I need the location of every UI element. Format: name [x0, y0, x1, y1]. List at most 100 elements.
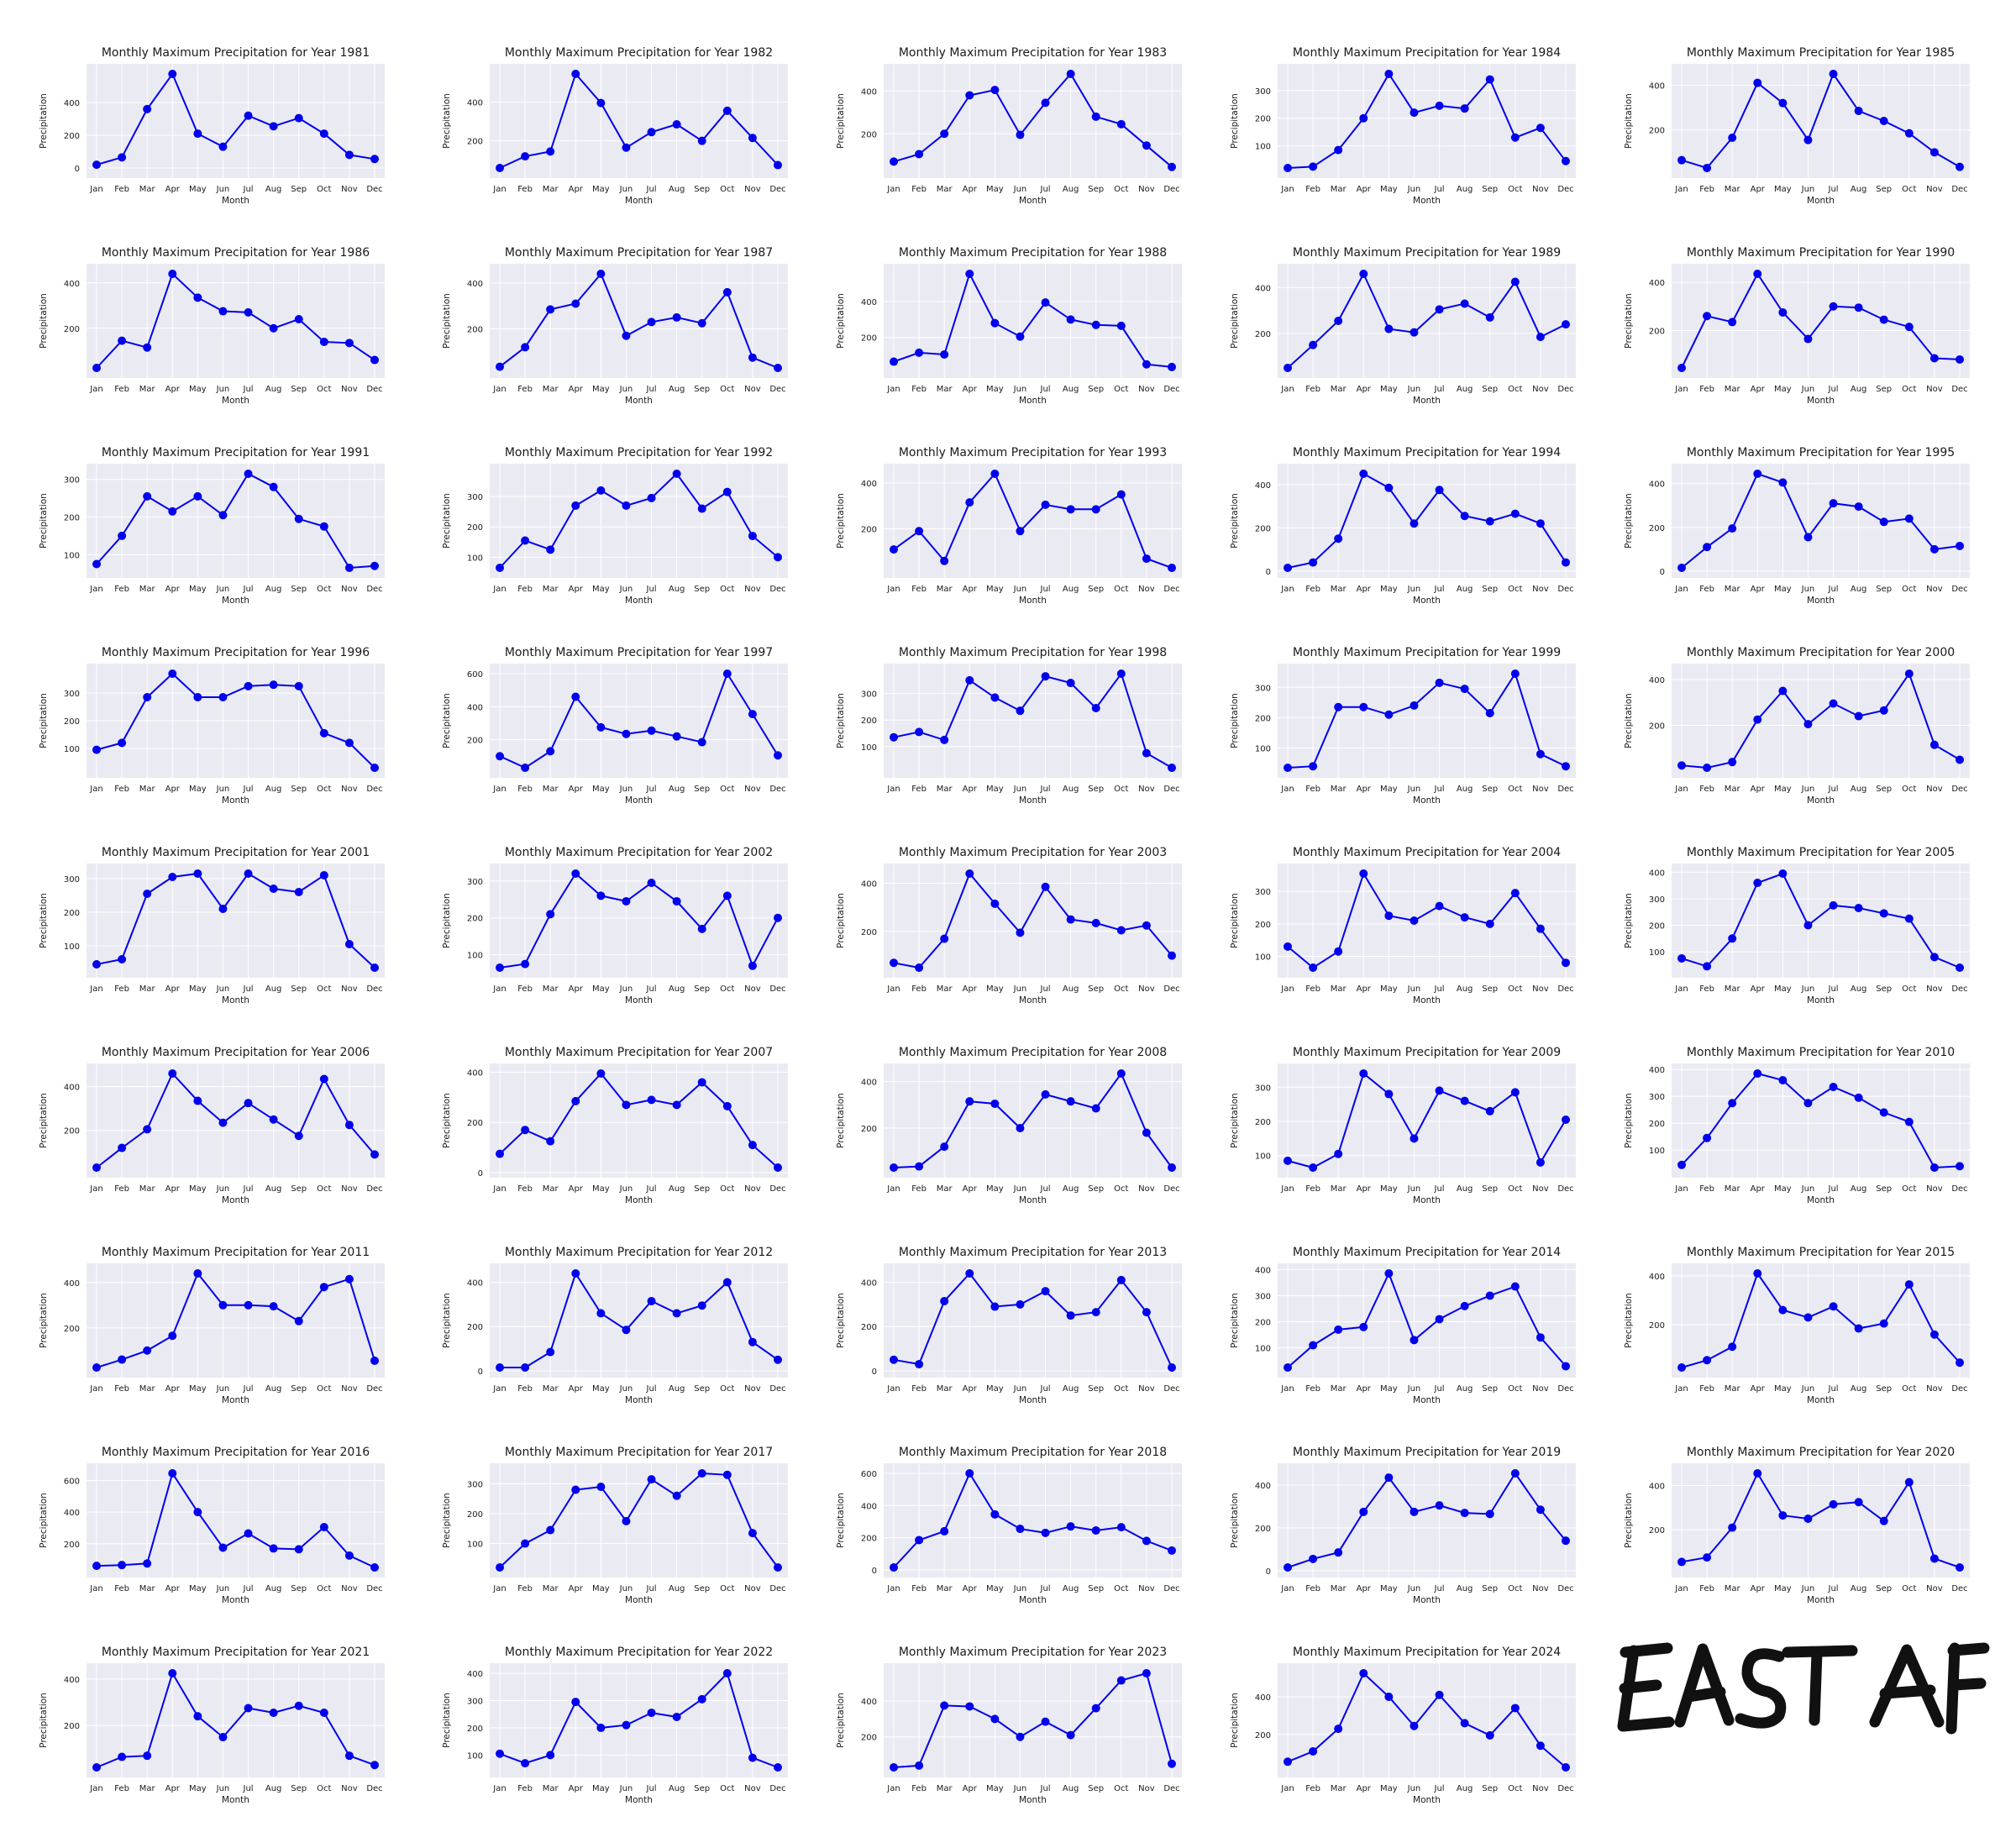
data-point-jul	[647, 1475, 656, 1484]
data-point-aug	[672, 120, 681, 129]
x-tick-label: Aug	[669, 984, 685, 994]
x-tick-label: Sep	[694, 1784, 710, 1793]
data-point-dec	[1956, 1563, 1964, 1572]
x-tick-label: Feb	[114, 1584, 129, 1593]
y-tick-label: 100	[1649, 948, 1665, 958]
x-tick-label: Feb	[517, 1784, 533, 1793]
x-axis-label: Month	[222, 1595, 249, 1605]
data-point-jun	[1016, 332, 1025, 341]
x-tick-label: Mar	[1725, 1384, 1741, 1394]
data-point-may	[1778, 1511, 1788, 1520]
subplot-title: Monthly Maximum Precipitation for Year 1…	[102, 446, 370, 459]
data-point-jul	[647, 878, 656, 887]
y-axis-label: Precipitation	[442, 293, 452, 349]
grid	[1672, 464, 1970, 578]
x-tick-label: Jul	[646, 1184, 657, 1194]
x-axis-label: Month	[1807, 1595, 1835, 1605]
x-tick-label: Nov	[1926, 1384, 1943, 1394]
data-point-may	[193, 1508, 202, 1517]
series-line	[893, 671, 1173, 769]
x-tick-label: Nov	[744, 1584, 761, 1593]
plot-area	[87, 1463, 385, 1578]
x-tick-label: Apr	[569, 984, 584, 994]
subplot-2015: Monthly Maximum Precipitation for Year 2…	[1624, 1246, 1970, 1405]
data-point-aug	[1854, 1093, 1863, 1102]
x-tick-label: Oct	[1114, 385, 1128, 394]
x-tick-label: Jan	[886, 1784, 900, 1793]
x-tick-label: Feb	[1305, 785, 1320, 794]
x-tick-label: Nov	[1926, 185, 1943, 194]
plot-area	[490, 864, 788, 978]
series-line	[1287, 1271, 1567, 1368]
data-point-may	[193, 293, 202, 302]
x-tick-label: Oct	[317, 1584, 331, 1593]
x-tick-label: Jul	[1828, 1584, 1839, 1593]
data-point-feb	[118, 1355, 127, 1364]
data-point-jun	[218, 307, 228, 316]
plot-area	[1672, 1063, 1970, 1178]
data-point-may	[1384, 324, 1394, 333]
x-tick-label: Dec	[366, 1584, 382, 1593]
x-tick-label: Mar	[937, 1384, 953, 1394]
x-tick-label: Sep	[1876, 785, 1892, 794]
y-tick-label: 200	[1255, 524, 1271, 533]
y-axis-label: Precipitation	[1230, 693, 1240, 748]
data-point-nov	[1929, 544, 1939, 554]
data-point-dec	[1562, 1362, 1570, 1371]
x-tick-label: Mar	[937, 1584, 953, 1593]
y-tick-label: 300	[467, 1697, 483, 1706]
y-tick-label: 200	[861, 130, 877, 139]
plot-area	[884, 1463, 1182, 1578]
x-tick-label: Feb	[114, 1184, 129, 1194]
data-point-jan	[496, 1363, 504, 1372]
data-point-dec	[1956, 1358, 1964, 1368]
x-tick-label: Apr	[1751, 1584, 1766, 1593]
grid	[490, 64, 788, 178]
x-tick-label: May	[592, 1584, 610, 1593]
grid	[87, 464, 385, 578]
data-point-feb	[521, 1126, 530, 1135]
subplot-title: Monthly Maximum Precipitation for Year 2…	[1293, 846, 1561, 859]
y-tick-label: 200	[64, 1541, 80, 1550]
data-point-jul	[1041, 882, 1050, 891]
data-point-jun	[622, 896, 631, 906]
x-tick-label: Jul	[1828, 1184, 1839, 1194]
y-tick-label: 400	[1255, 1482, 1271, 1491]
x-tick-label: Sep	[1876, 585, 1892, 594]
y-tick-label: 200	[1255, 714, 1271, 723]
data-point-feb	[1309, 162, 1318, 171]
y-tick-label: 200	[861, 1323, 877, 1332]
x-tick-label: May	[986, 385, 1004, 394]
x-axis-label: Month	[1019, 396, 1047, 406]
grid	[490, 1663, 788, 1777]
data-point-may	[1384, 710, 1394, 719]
data-point-feb	[118, 1143, 127, 1152]
plot-area	[1278, 1463, 1576, 1578]
y-axis-label: Precipitation	[1624, 1093, 1634, 1148]
data-point-sep	[294, 1316, 303, 1326]
data-point-oct	[1904, 129, 1914, 138]
y-axis-label: Precipitation	[1624, 1493, 1634, 1548]
data-point-apr	[965, 498, 974, 507]
data-point-jun	[1016, 1123, 1025, 1132]
x-tick-label: Apr	[569, 1784, 584, 1793]
plot-area	[1672, 664, 1970, 778]
data-point-jan	[496, 1149, 504, 1158]
plot-area	[884, 864, 1182, 978]
y-tick-label: 200	[1649, 327, 1665, 336]
plot-area	[1278, 1263, 1576, 1378]
series-line	[96, 1671, 375, 1768]
subplot-title: Monthly Maximum Precipitation for Year 2…	[505, 1046, 773, 1059]
x-tick-label: Jun	[216, 585, 230, 594]
data-point-jul	[1041, 500, 1050, 509]
data-point-oct	[1904, 1478, 1914, 1487]
data-point-sep	[1879, 517, 1888, 527]
data-point-jul	[647, 318, 656, 327]
y-axis-label: Precipitation	[39, 893, 49, 948]
data-point-may	[596, 891, 606, 900]
subplot-1984: Monthly Maximum Precipitation for Year 1…	[1230, 46, 1576, 206]
x-tick-label: Jun	[1801, 185, 1815, 194]
x-tick-label: Jan	[1674, 984, 1688, 994]
data-point-nov	[1142, 360, 1151, 369]
data-point-sep	[1879, 1108, 1888, 1117]
